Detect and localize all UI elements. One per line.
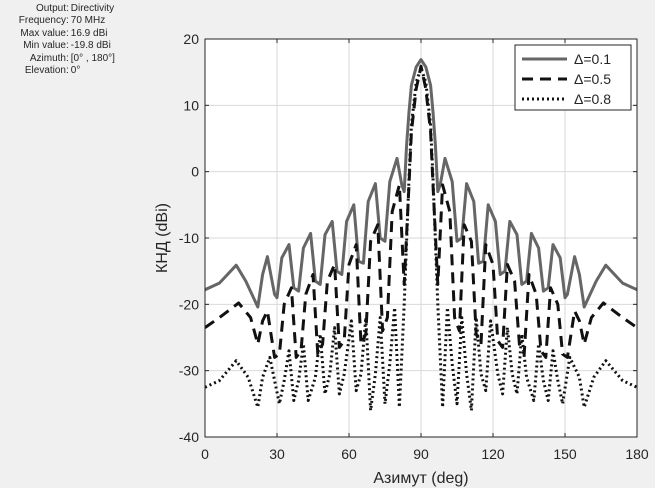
legend-label: Δ=0.8 xyxy=(574,91,611,107)
x-tick-label: 90 xyxy=(413,446,429,462)
info-value: 70 MHz xyxy=(70,15,106,27)
x-axis-label: Азимут (deg) xyxy=(373,470,468,487)
series-layer xyxy=(205,58,637,412)
ticks: 0 30 60 90 120 150 180 20 10 0 -10 -20 -30 -40 xyxy=(179,31,649,462)
series-line xyxy=(205,58,637,309)
x-tick-label: 0 xyxy=(201,446,209,462)
x-tick-label: 150 xyxy=(553,446,577,462)
legend-box xyxy=(514,44,632,111)
info-row: Min value: -19.8 dBi xyxy=(0,40,115,52)
x-tick-label: 30 xyxy=(269,446,285,462)
info-separator: : xyxy=(66,27,69,39)
info-separator: : xyxy=(66,3,69,14)
y-tick-label: -30 xyxy=(179,363,199,379)
info-separator: : xyxy=(66,52,69,64)
info-value: Directivity xyxy=(70,3,115,14)
info-separator: : xyxy=(66,40,69,52)
y-tick-label: -20 xyxy=(179,296,199,312)
x-tick-label: 60 xyxy=(341,446,357,462)
info-label: Output xyxy=(35,3,66,14)
y-tick-label: 0 xyxy=(191,164,199,180)
y-tick-label: 20 xyxy=(183,31,199,47)
info-row: Frequency:70 MHz xyxy=(0,15,115,27)
info-row: Output: Directivity xyxy=(0,3,115,15)
x-tick-label: 180 xyxy=(625,446,649,462)
info-label: Max value xyxy=(20,27,66,39)
info-value: -19.8 dBi xyxy=(70,40,111,52)
y-axis-label: КНД (dBi) xyxy=(154,203,171,273)
info-label: Frequency xyxy=(18,15,66,27)
info-label: Min value xyxy=(23,40,66,52)
info-separator: : xyxy=(66,15,69,27)
info-label: Elevation xyxy=(24,65,66,77)
info-value: 16.9 dBi xyxy=(70,27,108,39)
info-label: Azimuth xyxy=(29,52,66,64)
y-tick-label: -40 xyxy=(179,429,199,445)
y-tick-label: 10 xyxy=(183,97,199,113)
info-separator: : xyxy=(66,65,69,77)
info-panel: Output: Directivity Frequency:70 MHz Max va… xyxy=(0,3,115,77)
info-value: [0° , 180°] xyxy=(70,52,115,64)
series-line xyxy=(205,64,637,359)
x-tick-label: 120 xyxy=(481,446,505,462)
info-row: Azimuth: [0° , 180°] xyxy=(0,53,115,65)
legend-label: Δ=0.5 xyxy=(574,71,611,87)
info-row: Elevation:0° xyxy=(0,65,115,77)
legend: Δ=0.1 Δ=0.5 Δ=0.8 xyxy=(514,44,632,111)
info-value: 0° xyxy=(70,65,81,77)
info-row: Max value:16.9 dBi xyxy=(0,28,115,40)
y-tick-label: -10 xyxy=(179,230,199,246)
legend-label: Δ=0.1 xyxy=(574,51,611,67)
